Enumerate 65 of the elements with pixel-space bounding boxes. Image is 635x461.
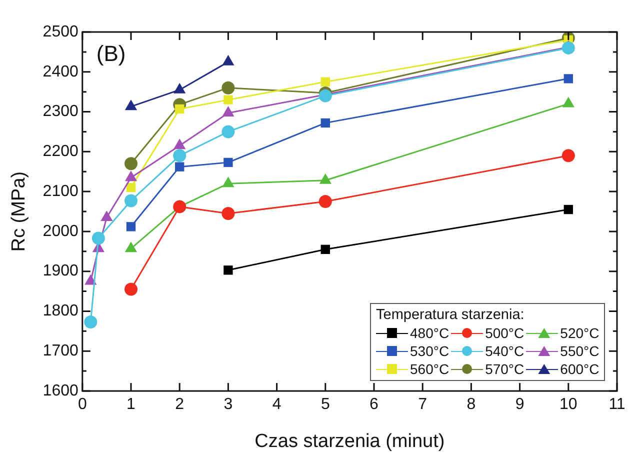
y-tick-label: 2100 bbox=[42, 182, 78, 200]
point bbox=[224, 95, 233, 104]
x-tick-label: 2 bbox=[175, 396, 184, 414]
legend-label: 540°C bbox=[485, 342, 524, 360]
x-tick-label: 7 bbox=[418, 396, 428, 414]
x-tick-label: 1 bbox=[126, 396, 136, 414]
point bbox=[124, 282, 138, 296]
x-tick-label: 6 bbox=[370, 396, 379, 414]
x-tick-label: 4 bbox=[272, 396, 282, 414]
legend-label: 480°C bbox=[410, 324, 450, 342]
point bbox=[222, 81, 235, 94]
point bbox=[173, 200, 186, 214]
legend-title: Temperatura starzenia: bbox=[376, 306, 526, 324]
x-tick-label: 0 bbox=[78, 396, 87, 414]
point bbox=[318, 195, 332, 208]
point bbox=[175, 104, 184, 114]
point bbox=[84, 315, 98, 328]
y-axis-title: Rc (MPa) bbox=[8, 171, 30, 252]
y-tick-label: 2300 bbox=[42, 103, 78, 120]
y-tick-label: 1800 bbox=[42, 302, 78, 320]
y-tick-label: 1900 bbox=[42, 262, 78, 280]
y-tick-label: 2000 bbox=[42, 222, 78, 240]
point bbox=[222, 206, 235, 220]
point bbox=[124, 157, 138, 170]
x-tick-label: 5 bbox=[320, 396, 330, 414]
point bbox=[224, 158, 233, 168]
point bbox=[126, 222, 136, 232]
point bbox=[224, 266, 233, 275]
point bbox=[562, 149, 575, 162]
x-tick-label: 8 bbox=[466, 396, 476, 414]
point bbox=[173, 149, 186, 162]
x-axis-title: Czas starzenia (minut) bbox=[254, 430, 445, 452]
point bbox=[320, 118, 330, 128]
legend-label: 520°C bbox=[560, 324, 600, 342]
point bbox=[126, 182, 136, 192]
point bbox=[320, 77, 330, 86]
point bbox=[124, 194, 138, 208]
x-tick-label: 11 bbox=[608, 396, 626, 414]
legend-label: 600°C bbox=[560, 360, 600, 378]
y-tick-label: 1600 bbox=[42, 382, 78, 400]
point bbox=[564, 74, 573, 84]
x-tick-label: 10 bbox=[560, 396, 578, 414]
y-tick-label: 2500 bbox=[42, 23, 78, 40]
x-tick-label: 9 bbox=[515, 396, 524, 414]
legend-label: 530°C bbox=[410, 342, 450, 360]
point bbox=[320, 244, 330, 254]
point bbox=[124, 242, 138, 252]
point bbox=[175, 162, 184, 172]
y-tick-label: 2400 bbox=[42, 63, 78, 80]
legend-label: 550°C bbox=[560, 342, 600, 360]
point bbox=[318, 89, 332, 102]
annotation: (B) bbox=[96, 41, 126, 66]
x-tick-label: 3 bbox=[224, 396, 233, 414]
legend-label: 570°C bbox=[485, 360, 524, 378]
point bbox=[564, 204, 573, 214]
legend-label: 560°C bbox=[410, 360, 450, 378]
point bbox=[562, 41, 575, 54]
point bbox=[222, 176, 234, 188]
legend-label: 500°C bbox=[485, 324, 524, 342]
y-tick-label: 2200 bbox=[42, 143, 78, 160]
point bbox=[222, 125, 235, 138]
y-tick-label: 1700 bbox=[42, 342, 78, 360]
point bbox=[92, 232, 105, 245]
point bbox=[84, 274, 97, 285]
point bbox=[124, 170, 138, 182]
